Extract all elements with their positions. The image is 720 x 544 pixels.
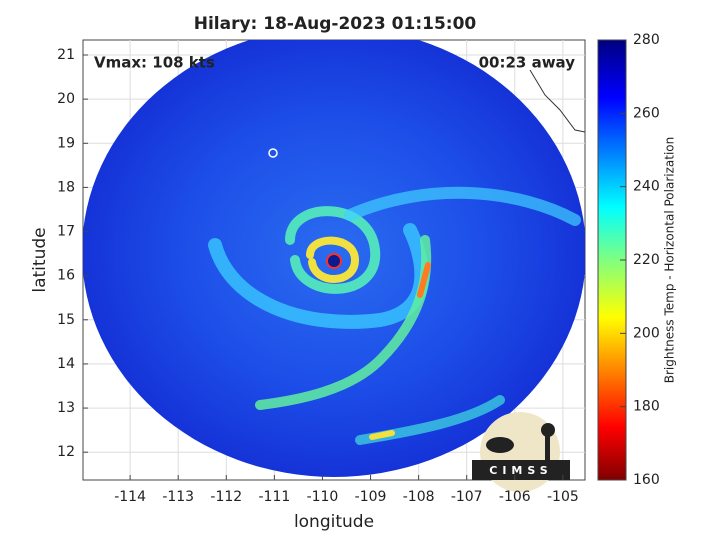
colorbar-tick-label: 200 [633,325,660,341]
y-tick-label: 15 [57,312,75,328]
x-tick-label: -110 [307,489,339,505]
y-tick-label: 13 [57,400,75,416]
x-tick-label: -106 [499,489,531,505]
x-tick-label: -107 [451,489,483,505]
annotation: Vmax: 108 kts [94,54,215,72]
x-tick-label: -109 [355,489,387,505]
colorbar-tick-label: 240 [633,179,660,195]
colorbar-tick-label: 160 [633,472,660,488]
y-tick-label: 12 [57,444,75,460]
annotation: 00:23 away [479,54,576,72]
satellite-image [83,40,585,477]
x-tick-label: -105 [547,489,579,505]
y-tick-label: 21 [57,47,75,63]
x-axis-label: longitude [294,512,374,532]
y-tick-label: 17 [57,224,75,240]
colorbar-label: Brightness Temp - Horizontal Polarizatio… [663,137,677,384]
x-tick-label: -111 [258,489,290,505]
y-axis-label: latitude [30,227,50,292]
colorbar-tick-label: 180 [633,399,660,415]
cimss-logo: CIMSS [472,412,570,492]
colorbar-tick-label: 260 [633,105,660,121]
x-tick-label: -114 [114,489,146,505]
x-tick-label: -108 [403,489,435,505]
y-tick-label: 18 [57,179,75,195]
logo-text: CIMSS [489,464,552,477]
x-tick-label: -112 [210,489,242,505]
y-tick-label: 19 [57,135,75,151]
chart-title: Hilary: 18-Aug-2023 01:15:00 [194,14,477,34]
colorbar-tick-label: 280 [633,32,660,48]
y-tick-label: 14 [57,356,75,372]
colorbar-tick-label: 220 [633,252,660,268]
x-tick-label: -113 [162,489,194,505]
y-tick-label: 16 [57,268,75,284]
y-tick-label: 20 [57,91,75,107]
